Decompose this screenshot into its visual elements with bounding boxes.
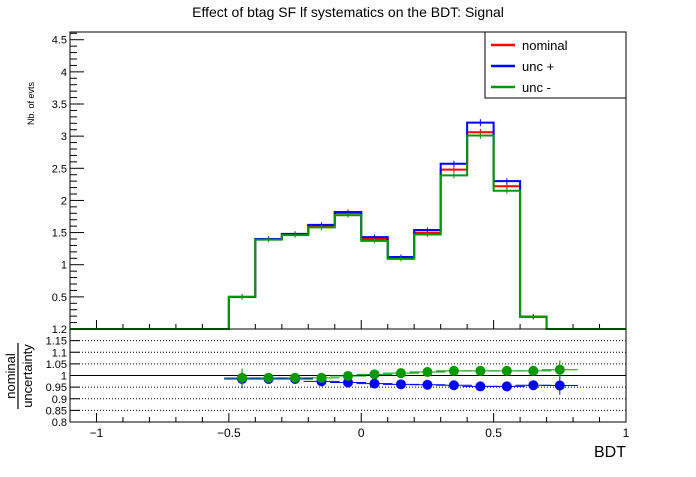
x-axis-label: BDT (594, 444, 626, 461)
main-y-tick-label: 1.5 (52, 228, 67, 240)
legend-label: unc + (522, 59, 554, 74)
ratio-y-tick-label: 0.8 (52, 417, 67, 429)
ratio-point (501, 365, 512, 376)
main-y-tick-label: 2.5 (52, 163, 67, 175)
ratio-point (554, 380, 565, 391)
ratio-y-tick-label: 0.85 (46, 405, 67, 417)
ratio-y-label-numerator: nominal (3, 353, 18, 399)
main-y-tick-label: 4.5 (52, 35, 67, 47)
ratio-y-tick-label: 1 (61, 371, 67, 383)
x-axis-tick-label: 0.5 (485, 426, 502, 440)
ratio-point (237, 372, 248, 383)
main-y-tick-label: 1 (61, 260, 67, 272)
ratio-point (528, 380, 539, 391)
ratio-point (263, 372, 274, 383)
ratio-point (316, 372, 327, 383)
histogram-unc--line (70, 121, 626, 330)
ratio-point (475, 365, 486, 376)
x-axis-tick-label: 1 (623, 426, 630, 440)
main-y-tick-label: 2 (61, 195, 67, 207)
ratio-y-tick-label: 1.05 (46, 359, 67, 371)
ratio-point (475, 381, 486, 392)
legend-label: nominal (522, 38, 568, 53)
legend-label: unc - (522, 80, 551, 95)
chart-title: Effect of btag SF lf systematics on the … (192, 4, 504, 20)
ratio-point (290, 372, 301, 383)
x-axis-tick-label: −1 (90, 426, 104, 440)
histogram-nominal-line (70, 131, 626, 330)
x-axis-tick-label: −0.5 (217, 426, 241, 440)
ratio-point (554, 364, 565, 375)
ratio-y-tick-label: 1.1 (52, 347, 67, 359)
main-y-tick-label: 4 (61, 67, 67, 79)
histogram-unc--line (70, 134, 626, 330)
legend: nominal unc + unc - (484, 31, 627, 99)
ratio-point (528, 365, 539, 376)
main-y-tick-label: 0.5 (52, 292, 67, 304)
ratio-point (422, 379, 433, 390)
ratio-point (395, 379, 406, 390)
ratio-point (422, 367, 433, 378)
ratio-y-tick-label: 1.2 (52, 324, 67, 336)
ratio-point (395, 368, 406, 379)
ratio-point (501, 381, 512, 392)
ratio-point (343, 370, 353, 381)
ratio-point (448, 365, 459, 376)
main-y-tick-label: 3.5 (52, 99, 67, 111)
x-axis-tick-label: 0 (358, 426, 365, 440)
ratio-point (369, 378, 380, 389)
main-y-tick-label: 3 (61, 131, 67, 143)
ratio-point (369, 369, 380, 380)
ratio-point (448, 380, 459, 391)
main-y-axis-label: Nb. of evts (26, 82, 36, 126)
ratio-y-tick-label: 0.9 (52, 394, 67, 406)
ratio-y-tick-label: 0.95 (46, 382, 67, 394)
ratio-y-tick-label: 1.15 (46, 336, 67, 348)
ratio-y-label-denominator: uncertainty (20, 344, 35, 408)
